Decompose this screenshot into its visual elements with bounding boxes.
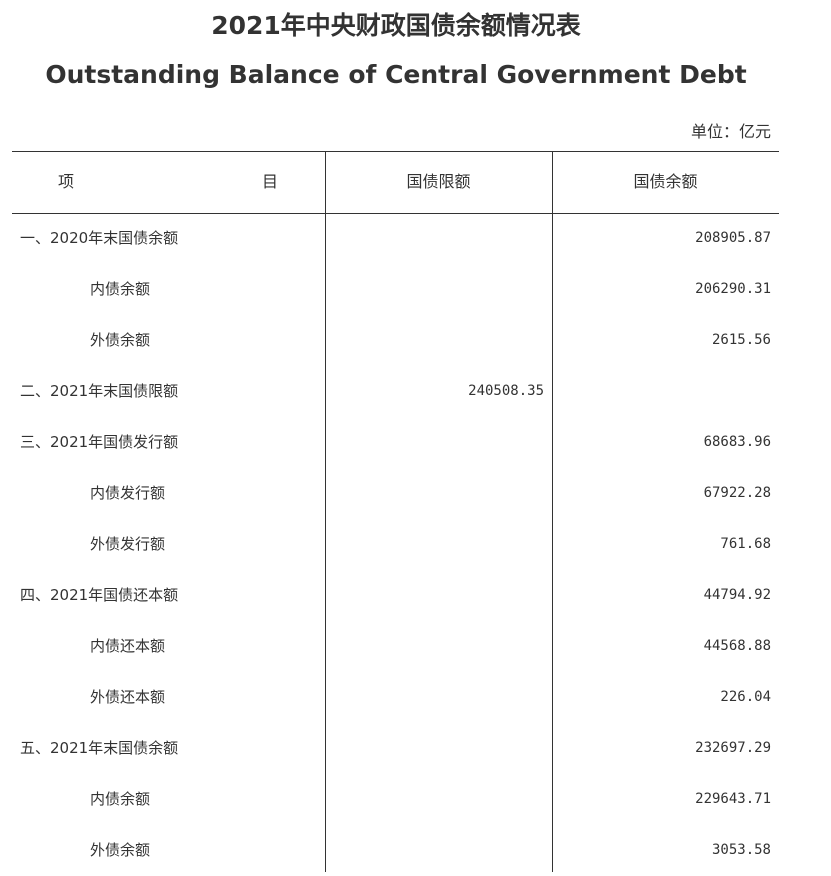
table-body: 一、2020年末国债余额 208905.87 内债余额 206290.31 外债… [12, 213, 779, 876]
row-balance: 761.68 [720, 536, 771, 552]
table-row: 内债发行额 67922.28 [12, 468, 779, 519]
row-balance: 2615.56 [711, 332, 771, 348]
table-row: 一、2020年末国债余额 208905.87 [12, 213, 779, 264]
row-balance: 67922.28 [703, 485, 771, 501]
row-balance: 3053.58 [711, 842, 771, 858]
table-top-rule [12, 151, 779, 152]
row-balance: 206290.31 [695, 281, 771, 297]
page-subtitle: Outstanding Balance of Central Governmen… [45, 60, 747, 89]
table-row: 内债余额 206290.31 [12, 264, 779, 315]
row-balance: 229643.71 [695, 791, 771, 807]
table-row: 外债还本额 226.04 [12, 672, 779, 723]
table-row: 外债发行额 761.68 [12, 519, 779, 570]
row-limit: 240508.35 [468, 383, 544, 399]
table-row: 内债余额 229643.71 [12, 774, 779, 825]
row-label: 一、2020年末国债余额 [20, 229, 179, 247]
table-header-rule [12, 213, 779, 214]
row-label: 外债还本额 [90, 688, 166, 706]
column-divider-balance [552, 151, 553, 872]
row-label: 内债余额 [90, 790, 151, 808]
column-divider-limit [325, 151, 326, 872]
row-balance: 208905.87 [695, 230, 771, 246]
table-row: 五、2021年末国债余额 232697.29 [12, 723, 779, 774]
row-label: 内债还本额 [90, 637, 166, 655]
row-label: 四、2021年国债还本额 [20, 586, 179, 604]
row-label: 外债发行额 [90, 535, 166, 553]
row-balance: 44794.92 [703, 587, 771, 603]
row-balance: 226.04 [720, 689, 771, 705]
unit-label: 单位：亿元 [690, 122, 771, 141]
header-item-part-2: 目 [262, 172, 279, 191]
row-label: 内债发行额 [90, 484, 166, 502]
table-row: 外债余额 2615.56 [12, 315, 779, 366]
header-limit: 国债限额 [406, 172, 471, 191]
table-row: 外债余额 3053.58 [12, 825, 779, 876]
row-label: 五、2021年末国债余额 [20, 739, 179, 757]
row-label: 内债余额 [90, 280, 151, 298]
row-label: 外债余额 [90, 841, 151, 859]
row-label: 外债余额 [90, 331, 151, 349]
header-item-part-1: 项 [58, 172, 75, 191]
page-title: 2021年中央财政国债余额情况表 [211, 11, 581, 40]
table-row: 四、2021年国债还本额 44794.92 [12, 570, 779, 621]
table-row: 三、2021年国债发行额 68683.96 [12, 417, 779, 468]
row-balance: 232697.29 [695, 740, 771, 756]
row-balance: 44568.88 [703, 638, 771, 654]
row-label: 二、2021年末国债限额 [20, 382, 179, 400]
row-balance: 68683.96 [703, 434, 771, 450]
debt-table: 项 目 国债限额 国债余额 一、2020年末国债余额 208905.87 内债余… [12, 151, 779, 872]
table-row: 内债还本额 44568.88 [12, 621, 779, 672]
table-row: 二、2021年末国债限额 240508.35 [12, 366, 779, 417]
row-label: 三、2021年国债发行额 [20, 433, 179, 451]
header-balance: 国债余额 [633, 172, 698, 191]
